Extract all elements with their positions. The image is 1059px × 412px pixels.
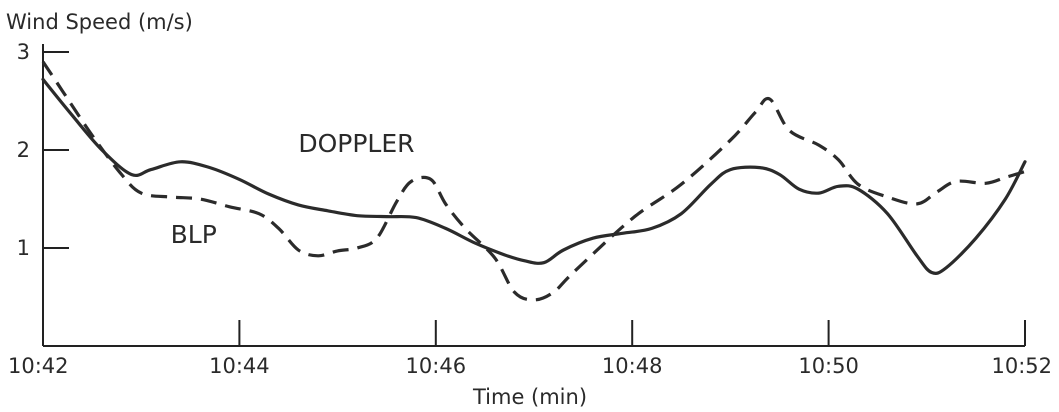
y-tick-label: 2 (17, 138, 30, 162)
y-axis-ticks: 1 2 3 (17, 40, 69, 260)
annotation-blp: BLP (171, 220, 217, 249)
y-tick-label: 1 (17, 236, 30, 260)
x-tick-label: 10:44 (209, 354, 270, 378)
series-line-doppler (41, 77, 1027, 275)
annotation-doppler: DOPPLER (298, 129, 414, 158)
x-tick-label: 10:42 (8, 354, 69, 378)
x-tick-label: 10:48 (602, 354, 663, 378)
axes (42, 44, 1025, 347)
series-line-blp (41, 60, 1026, 302)
series-lines (41, 60, 1027, 302)
x-tick-label: 10:50 (798, 354, 859, 378)
x-axis-label: Time (min) (472, 385, 587, 409)
y-tick-label: 3 (17, 40, 30, 64)
x-tick-label: 10:52 (991, 354, 1052, 378)
annotations: DOPPLER BLP (171, 129, 415, 249)
x-tick-label: 10:46 (406, 354, 467, 378)
y-axis-label: Wind Speed (m/s) (6, 10, 193, 34)
x-axis-ticks: 10:42 10:44 10:46 10:48 10:50 10:52 (8, 320, 1052, 378)
